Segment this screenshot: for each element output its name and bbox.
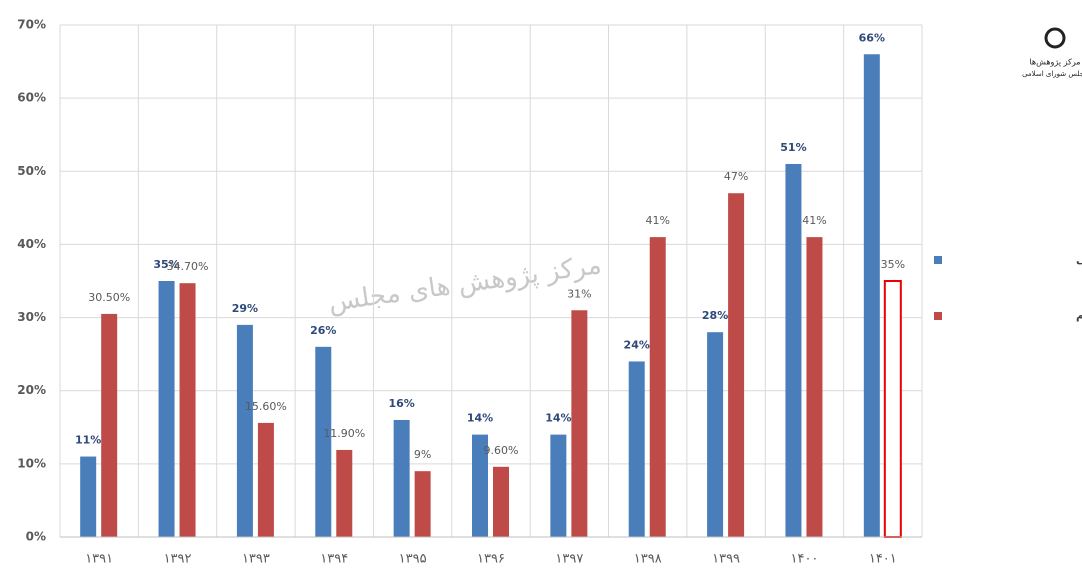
bar <box>101 313 118 537</box>
logo-text: مجلس شورای اسلامی <box>1022 70 1082 78</box>
data-label: 11.90% <box>323 427 365 440</box>
x-tick-label: ۱۳۹۵ <box>399 552 427 567</box>
data-label: 9% <box>414 448 431 461</box>
data-label: 15.60% <box>245 400 287 413</box>
data-label: 26% <box>310 324 336 337</box>
bar <box>883 280 902 538</box>
logo-icon <box>1044 27 1066 49</box>
y-tick-label: 60% <box>17 91 46 105</box>
data-label: 51% <box>780 141 806 154</box>
legend-label: نرخ تورم <box>1076 309 1082 322</box>
y-tick-label: 30% <box>17 310 46 324</box>
data-label: 41% <box>802 214 826 227</box>
data-label: 35% <box>881 258 905 271</box>
data-label: 35% <box>153 258 179 271</box>
data-label: 11% <box>75 434 101 447</box>
bar <box>785 163 802 537</box>
bar <box>336 449 353 537</box>
bar <box>806 237 823 537</box>
logo-text: مرکز پژوهش‌ها <box>1029 58 1080 67</box>
bar <box>707 332 724 537</box>
y-tick-label: 20% <box>17 383 46 397</box>
y-tick-label: 70% <box>17 18 46 32</box>
bar <box>80 456 97 537</box>
x-tick-label: ۱۳۹۱ <box>85 552 113 567</box>
legend-swatch <box>934 256 942 264</box>
x-tick-label: ۱۳۹۴ <box>320 552 348 567</box>
data-label: 24% <box>624 338 650 351</box>
x-tick-label: ۱۳۹۹ <box>712 552 740 567</box>
bar <box>550 434 567 537</box>
bar <box>628 361 645 537</box>
y-tick-label: 10% <box>17 456 46 470</box>
data-label: 28% <box>702 309 728 322</box>
bar <box>728 193 745 537</box>
bar <box>257 422 274 537</box>
legend-swatch <box>934 312 942 320</box>
data-label: 41% <box>646 214 670 227</box>
bar <box>863 54 880 537</box>
x-tick-label: ۱۳۹۲ <box>164 552 192 567</box>
bar <box>493 466 509 537</box>
x-tick-label: ۱۳۹۶ <box>477 552 505 567</box>
data-label: 29% <box>232 302 258 315</box>
bar <box>649 237 666 537</box>
x-tick-label: ۱۳۹۳ <box>242 552 270 567</box>
x-tick-label: ۱۳۹۷ <box>555 552 583 567</box>
x-tick-label: ۱۳۹۸ <box>634 552 662 567</box>
bar <box>472 434 488 537</box>
bar <box>179 283 196 537</box>
data-label: 16% <box>388 397 414 410</box>
y-tick-label: 50% <box>17 164 46 178</box>
data-label: 47% <box>724 170 748 183</box>
bar <box>315 346 332 537</box>
bar <box>236 324 253 537</box>
logo: مرکز پژوهش‌ها مجلس شورای اسلامی <box>1022 27 1082 78</box>
data-label: 31% <box>567 287 591 300</box>
bar <box>571 310 588 537</box>
bar <box>158 281 175 537</box>
data-label: 9.60% <box>484 444 519 457</box>
x-tick-label: ۱۴۰۱ <box>869 552 897 567</box>
y-tick-label: 40% <box>17 237 46 251</box>
data-label: 14% <box>545 412 571 425</box>
bar <box>414 471 431 537</box>
legend-label: رصد رشد درآمدهای مالیاتی <box>1076 252 1082 266</box>
x-tick-label: ۱۴۰۰ <box>790 552 818 567</box>
y-tick-label: 0% <box>26 530 46 544</box>
data-label: 66% <box>859 31 885 44</box>
bar <box>393 419 410 537</box>
data-label: 14% <box>467 412 493 425</box>
watermark: مرکز پژوهش های مجلس <box>326 250 603 318</box>
data-label: 34.70% <box>167 260 209 273</box>
data-label: 30.50% <box>88 291 130 304</box>
